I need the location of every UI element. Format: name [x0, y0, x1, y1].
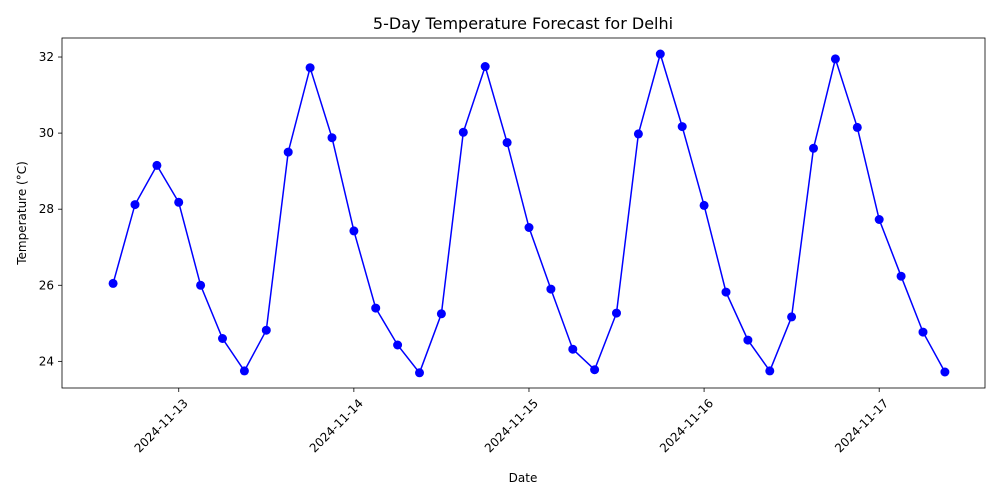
x-tick-label: 2024-11-15 — [482, 396, 541, 455]
data-point — [283, 147, 293, 157]
y-tick-label: 24 — [39, 354, 54, 368]
data-point — [393, 340, 403, 350]
data-point — [940, 367, 950, 377]
data-point — [261, 325, 271, 335]
data-point — [655, 49, 665, 59]
data-point — [896, 271, 906, 281]
y-axis: 24 26 28 30 32 — [39, 50, 62, 368]
data-point — [830, 54, 840, 64]
data-point — [305, 63, 315, 73]
data-point — [480, 62, 490, 71]
data-point — [633, 129, 643, 139]
data-point — [415, 368, 424, 378]
y-axis-label: Temperature (°C) — [15, 161, 29, 266]
x-tick-label: 2024-11-14 — [307, 396, 366, 455]
data-point — [349, 226, 359, 236]
data-point — [918, 327, 928, 337]
data-point — [852, 122, 862, 132]
data-point — [108, 278, 118, 288]
plot-frame — [61, 37, 986, 389]
x-axis: 2024-11-13 2024-11-14 2024-11-15 2024-11-16… — [132, 388, 891, 455]
y-tick-label: 28 — [39, 202, 54, 216]
data-point — [568, 344, 578, 354]
data-point — [612, 308, 621, 318]
data-point — [677, 122, 687, 132]
temperature-markers — [108, 49, 950, 378]
data-point — [436, 309, 446, 319]
y-tick-label: 32 — [39, 50, 54, 64]
data-point — [524, 223, 534, 232]
data-point — [743, 335, 753, 345]
data-point — [239, 366, 249, 376]
data-point — [546, 284, 556, 294]
data-point — [152, 160, 162, 170]
data-point — [874, 215, 884, 224]
data-point — [458, 127, 468, 137]
x-tick-label: 2024-11-16 — [657, 396, 716, 455]
data-point — [502, 138, 512, 148]
data-point — [765, 366, 775, 376]
data-point — [809, 143, 818, 153]
data-point — [174, 197, 184, 207]
data-point — [590, 365, 600, 375]
data-point — [721, 287, 731, 297]
y-tick-label: 26 — [39, 278, 54, 292]
temperature-line — [112, 51, 946, 375]
data-point — [327, 133, 337, 143]
x-tick-label: 2024-11-17 — [832, 396, 891, 455]
x-axis-label: Date — [509, 471, 538, 485]
data-point — [371, 303, 381, 313]
x-tick-label: 2024-11-13 — [132, 396, 191, 455]
chart-title: 5-Day Temperature Forecast for Delhi — [373, 14, 673, 33]
data-point — [130, 200, 140, 210]
data-point — [196, 280, 206, 290]
data-point — [699, 200, 709, 210]
data-point — [218, 334, 227, 343]
y-tick-label: 30 — [39, 126, 54, 140]
data-point — [787, 312, 797, 322]
